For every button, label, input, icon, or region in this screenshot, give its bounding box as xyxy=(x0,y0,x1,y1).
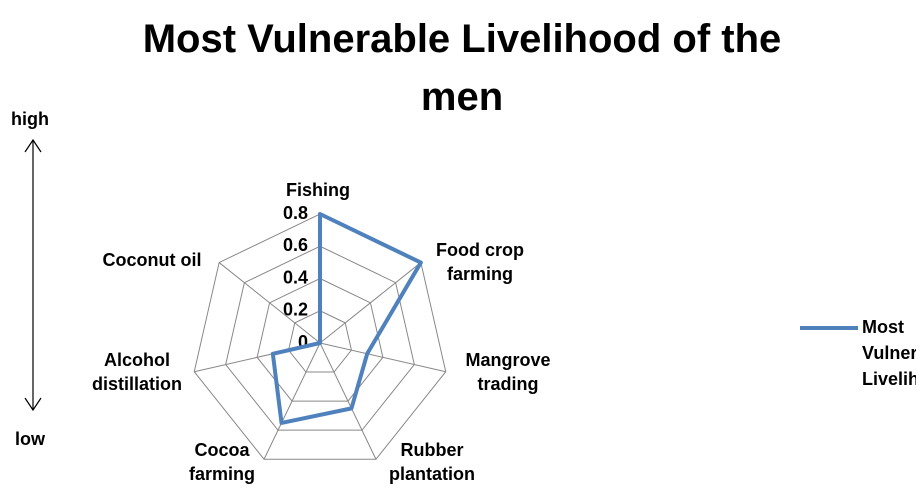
category-label: Coconut oil xyxy=(102,250,202,270)
r-tick-label: 0.2 xyxy=(283,300,308,320)
spoke xyxy=(319,262,422,344)
r-tick-label: 0.6 xyxy=(283,235,308,255)
spoke xyxy=(218,262,321,344)
grid-ring xyxy=(288,310,352,373)
category-label: Mangrove trading xyxy=(465,350,551,394)
grid-ring xyxy=(193,213,447,460)
r-tick-label: 0.8 xyxy=(283,203,308,223)
r-tick-label: 0.4 xyxy=(283,267,308,287)
spoke xyxy=(319,342,446,373)
category-label: Food crop farming xyxy=(436,240,524,284)
spoke xyxy=(319,342,377,460)
arrow-head xyxy=(24,138,42,153)
arrow-head xyxy=(24,397,42,412)
category-label: Cocoa farming xyxy=(188,440,255,484)
annotation: low xyxy=(15,429,46,449)
chart-title: Most Vulnerable Livelihood of the men xyxy=(142,17,782,119)
category-label: Rubber plantation xyxy=(389,440,475,484)
r-tick-label: 0 xyxy=(298,332,308,352)
grid-ring xyxy=(256,277,384,402)
category-label: Alcohol distillation xyxy=(92,350,182,394)
spoke xyxy=(263,342,321,460)
legend-label: Most Vulnerable Livelihood xyxy=(862,317,916,389)
annotation: high xyxy=(11,109,49,129)
data-line xyxy=(270,212,423,425)
category-label: Fishing xyxy=(286,180,350,200)
